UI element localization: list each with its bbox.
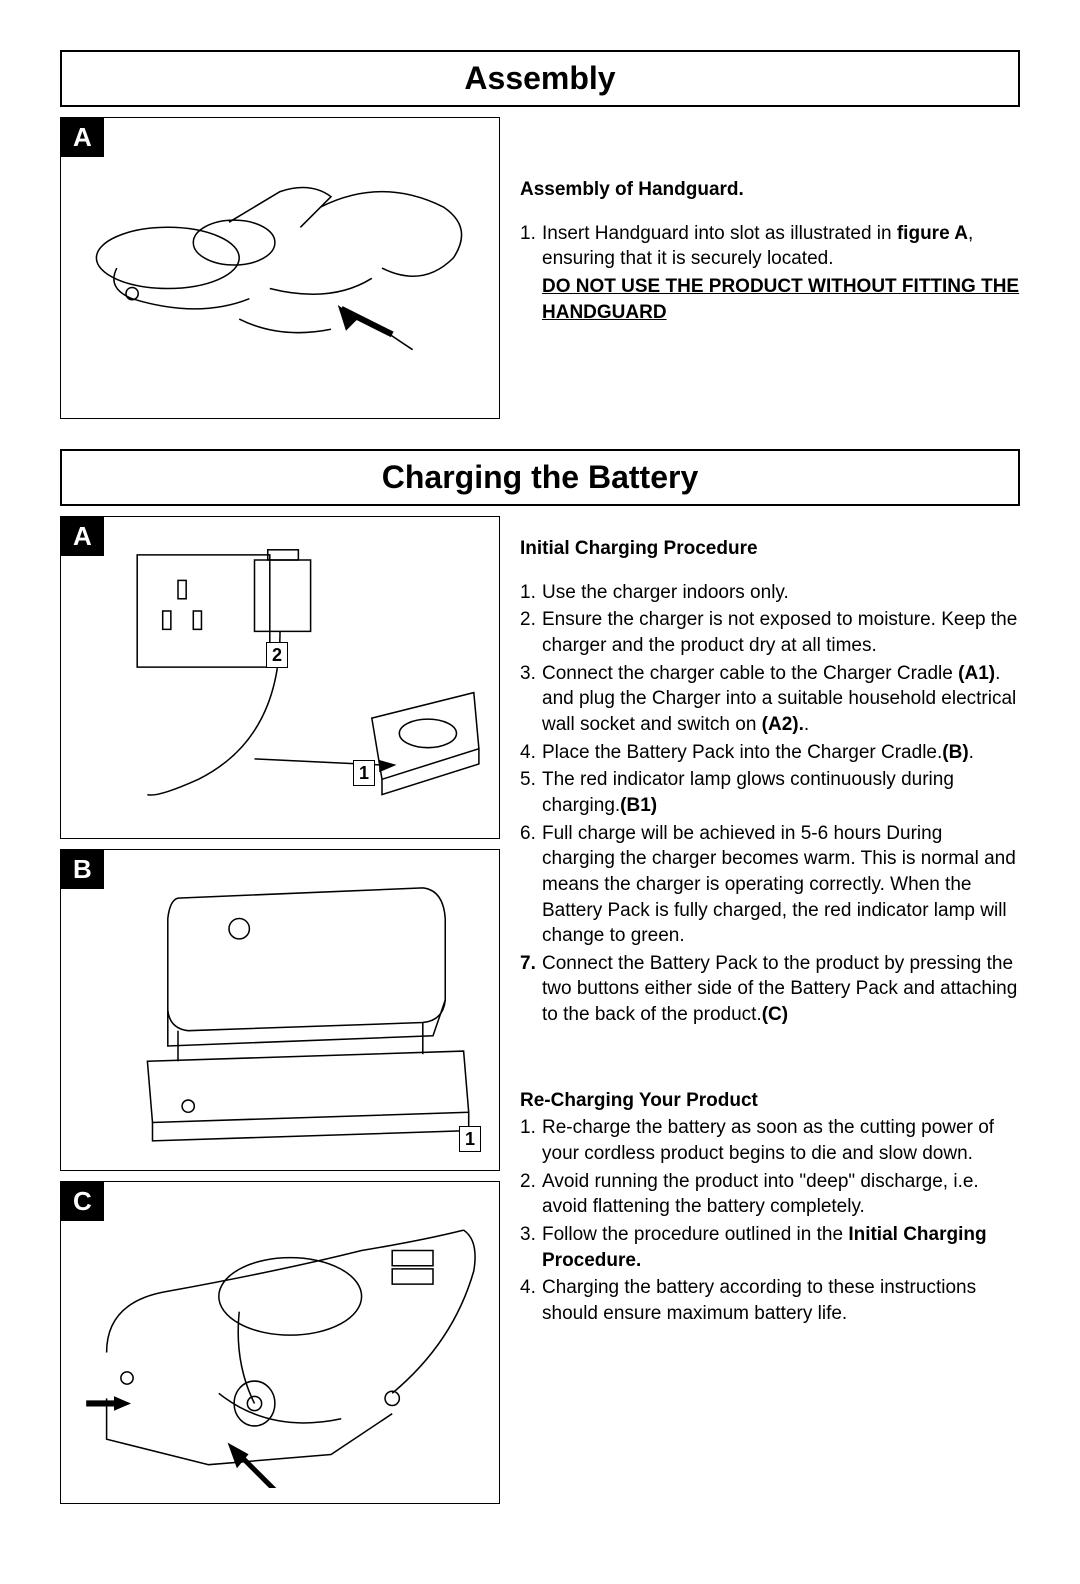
- step-text: The red indicator lamp glows continuousl…: [542, 769, 954, 816]
- assembly-steps: Insert Handguard into slot as illustrate…: [520, 221, 1020, 326]
- step-text: .: [804, 714, 809, 735]
- assembly-body: A Assembly of Handguard. Insert Handguar…: [60, 117, 1020, 419]
- list-item: Full charge will be achieved in 5-6 hour…: [520, 821, 1020, 949]
- assembly-text: Assembly of Handguard. Insert Handguard …: [520, 117, 1020, 419]
- assembly-warning: DO NOT USE THE PRODUCT WITHOUT FITTING T…: [542, 274, 1020, 325]
- figure-label-b: B: [61, 850, 104, 889]
- step-text: .: [969, 742, 974, 763]
- step-bold: (B): [942, 742, 968, 763]
- step-text: Connect the charger cable to the Charger…: [542, 663, 958, 684]
- recharge-block: Re-Charging Your Product Re-charge the b…: [520, 1088, 1020, 1327]
- battery-attach-illustration: [76, 1197, 484, 1488]
- charging-figure-a: A 1 2: [60, 516, 500, 839]
- handguard-illustration: [76, 133, 484, 403]
- step-bold: (C): [762, 1004, 788, 1025]
- charging-figure-b: B 1: [60, 849, 500, 1172]
- assembly-title: Assembly: [60, 50, 1020, 107]
- figure-label-a: A: [61, 517, 104, 556]
- charger-plug-illustration: [76, 532, 484, 823]
- step-text: Re-charge the battery as soon as the cut…: [542, 1117, 994, 1164]
- battery-cradle-illustration: [76, 865, 484, 1156]
- list-item: Use the charger indoors only.: [520, 580, 1020, 606]
- step-text: Follow the procedure outlined in the: [542, 1224, 848, 1245]
- assembly-figure-a: A: [60, 117, 500, 419]
- step-number-bold: 7.: [520, 951, 536, 977]
- figure-label-c: C: [61, 1182, 104, 1221]
- charging-figures: A 1 2 B: [60, 516, 500, 1504]
- list-item: Place the Battery Pack into the Charger …: [520, 740, 1020, 766]
- list-item: Avoid running the product into "deep" di…: [520, 1169, 1020, 1220]
- list-item: Connect the charger cable to the Charger…: [520, 661, 1020, 738]
- step-bold: (B1): [620, 795, 657, 816]
- step-text: Full charge will be achieved in 5-6 hour…: [542, 823, 1016, 947]
- charging-text: Initial Charging Procedure Use the charg…: [520, 516, 1020, 1504]
- step-bold: figure A: [897, 223, 968, 244]
- assembly-figures: A: [60, 117, 500, 419]
- recharge-subhead: Re-Charging Your Product: [520, 1088, 1020, 1114]
- list-item: Charging the battery according to these …: [520, 1275, 1020, 1326]
- callout-1: 1: [459, 1126, 481, 1152]
- list-item: Ensure the charger is not exposed to moi…: [520, 607, 1020, 658]
- step-text: Insert Handguard into slot as illustrate…: [542, 223, 897, 244]
- charging-title: Charging the Battery: [60, 449, 1020, 506]
- initial-subhead: Initial Charging Procedure: [520, 536, 1020, 562]
- initial-steps: Use the charger indoors only. Ensure the…: [520, 580, 1020, 949]
- callout-2: 2: [266, 642, 288, 668]
- list-item-7: 7. Connect the Battery Pack to the produ…: [520, 951, 1020, 1028]
- charging-figure-c: C: [60, 1181, 500, 1504]
- list-item: The red indicator lamp glows continuousl…: [520, 767, 1020, 818]
- step-text: Place the Battery Pack into the Charger …: [542, 742, 942, 763]
- step-bold: (A2).: [762, 714, 804, 735]
- list-item: Follow the procedure outlined in the Ini…: [520, 1222, 1020, 1273]
- assembly-step-1: Insert Handguard into slot as illustrate…: [520, 221, 1020, 326]
- step-text: Charging the battery according to these …: [542, 1277, 976, 1324]
- step-text: Use the charger indoors only.: [542, 582, 789, 603]
- charging-body: A 1 2 B: [60, 516, 1020, 1504]
- recharge-steps: Re-charge the battery as soon as the cut…: [520, 1115, 1020, 1326]
- step-text: Avoid running the product into "deep" di…: [542, 1171, 979, 1218]
- callout-1: 1: [353, 760, 375, 786]
- list-item: Re-charge the battery as soon as the cut…: [520, 1115, 1020, 1166]
- figure-label-a: A: [61, 118, 104, 157]
- step-text: Ensure the charger is not exposed to moi…: [542, 609, 1017, 656]
- assembly-subhead: Assembly of Handguard.: [520, 177, 1020, 203]
- step-bold: (A1): [958, 663, 995, 684]
